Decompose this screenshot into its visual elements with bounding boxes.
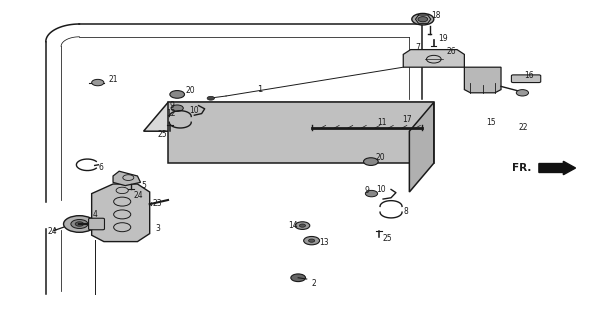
Polygon shape bbox=[168, 102, 434, 163]
Text: 25: 25 bbox=[158, 130, 167, 139]
FancyBboxPatch shape bbox=[89, 218, 104, 230]
Circle shape bbox=[291, 274, 306, 282]
Text: 15: 15 bbox=[486, 118, 496, 127]
Text: 16: 16 bbox=[524, 71, 534, 80]
Text: 20: 20 bbox=[376, 153, 386, 162]
Circle shape bbox=[75, 222, 84, 226]
FancyArrow shape bbox=[539, 161, 576, 175]
Text: 21: 21 bbox=[109, 76, 119, 84]
Circle shape bbox=[516, 90, 529, 96]
Polygon shape bbox=[92, 184, 150, 242]
Text: 24: 24 bbox=[48, 227, 57, 236]
Text: 4: 4 bbox=[93, 210, 98, 219]
Text: 19: 19 bbox=[439, 34, 448, 43]
Text: 26: 26 bbox=[446, 47, 456, 56]
Circle shape bbox=[171, 105, 183, 111]
Circle shape bbox=[64, 216, 95, 232]
Text: 6: 6 bbox=[99, 163, 104, 172]
Text: 23: 23 bbox=[153, 199, 163, 208]
Text: 20: 20 bbox=[186, 86, 196, 95]
Text: 1: 1 bbox=[257, 85, 262, 94]
Text: 9: 9 bbox=[364, 186, 369, 195]
Text: 7: 7 bbox=[415, 44, 420, 52]
Text: 10: 10 bbox=[376, 185, 386, 194]
Polygon shape bbox=[113, 171, 141, 186]
Polygon shape bbox=[409, 102, 434, 192]
Text: 25: 25 bbox=[382, 234, 392, 243]
Circle shape bbox=[299, 224, 306, 227]
Text: 2: 2 bbox=[312, 279, 316, 288]
Text: 11: 11 bbox=[378, 118, 387, 127]
Text: 14: 14 bbox=[288, 221, 298, 230]
Polygon shape bbox=[403, 50, 464, 67]
Text: 17: 17 bbox=[402, 115, 412, 124]
Text: 22: 22 bbox=[518, 123, 528, 132]
Text: FR.: FR. bbox=[512, 163, 532, 173]
Circle shape bbox=[364, 158, 378, 165]
Circle shape bbox=[304, 236, 320, 245]
Text: 9: 9 bbox=[169, 101, 174, 110]
Text: 18: 18 bbox=[431, 12, 441, 20]
Text: 24: 24 bbox=[133, 191, 143, 200]
Text: 5: 5 bbox=[142, 181, 147, 190]
Circle shape bbox=[170, 91, 185, 98]
Circle shape bbox=[71, 220, 88, 228]
Text: 3: 3 bbox=[156, 224, 161, 233]
Circle shape bbox=[295, 222, 310, 229]
Text: 10: 10 bbox=[189, 106, 199, 115]
Circle shape bbox=[412, 13, 434, 25]
Circle shape bbox=[365, 190, 378, 197]
Text: 12: 12 bbox=[166, 109, 176, 118]
Polygon shape bbox=[144, 102, 434, 131]
Polygon shape bbox=[464, 67, 501, 93]
FancyBboxPatch shape bbox=[511, 75, 541, 83]
Text: 13: 13 bbox=[320, 238, 329, 247]
Circle shape bbox=[309, 239, 315, 242]
Text: 8: 8 bbox=[403, 207, 408, 216]
Circle shape bbox=[92, 79, 104, 86]
Circle shape bbox=[418, 17, 428, 22]
Circle shape bbox=[207, 96, 214, 100]
